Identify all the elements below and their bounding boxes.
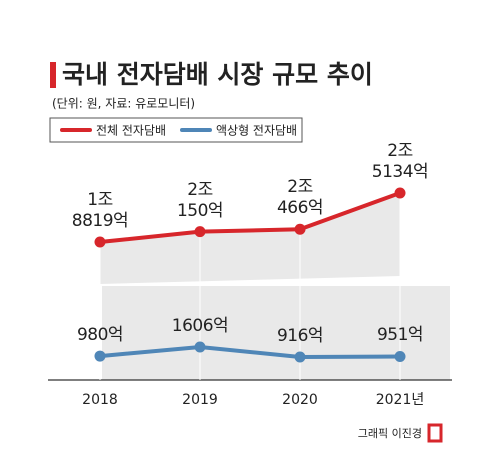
point	[394, 350, 406, 362]
value-label: 2조 150억	[176, 179, 224, 221]
point	[394, 187, 406, 199]
area	[100, 193, 400, 284]
title-accent	[50, 62, 56, 88]
chart-title: 국내 전자담배 시장 규모 추이	[62, 60, 373, 89]
value-label: 951억	[376, 325, 424, 346]
point	[94, 350, 106, 362]
legend-label: 전체 전자담배	[96, 124, 166, 138]
x-tick-label: 2020	[282, 392, 318, 408]
legend-box	[49, 117, 303, 143]
value-label: 2조 5134억	[371, 141, 429, 182]
x-tick-label: 2018	[82, 392, 118, 408]
x-tick-label: 2021년	[376, 392, 425, 408]
point	[294, 351, 306, 363]
series-line	[99, 344, 401, 360]
point	[94, 236, 106, 248]
chart-subtitle: (단위: 원, 자료: 유로모니터)	[52, 97, 195, 111]
lower-band	[102, 286, 450, 380]
value-label: 980억	[76, 325, 124, 346]
value-label: 1606억	[171, 316, 229, 336]
value-label: 1조 8819억	[71, 190, 129, 231]
credit: 그래픽 이진경	[358, 427, 422, 440]
series-line	[99, 191, 401, 244]
legend-label: 액상형 전자담배	[216, 124, 297, 138]
point	[294, 223, 306, 235]
point	[194, 341, 206, 353]
value-label: 916억	[276, 326, 324, 346]
point	[194, 226, 206, 238]
credit-icon	[427, 423, 443, 443]
x-tick-label: 2019	[182, 392, 218, 408]
value-label: 2조 466억	[276, 177, 324, 219]
